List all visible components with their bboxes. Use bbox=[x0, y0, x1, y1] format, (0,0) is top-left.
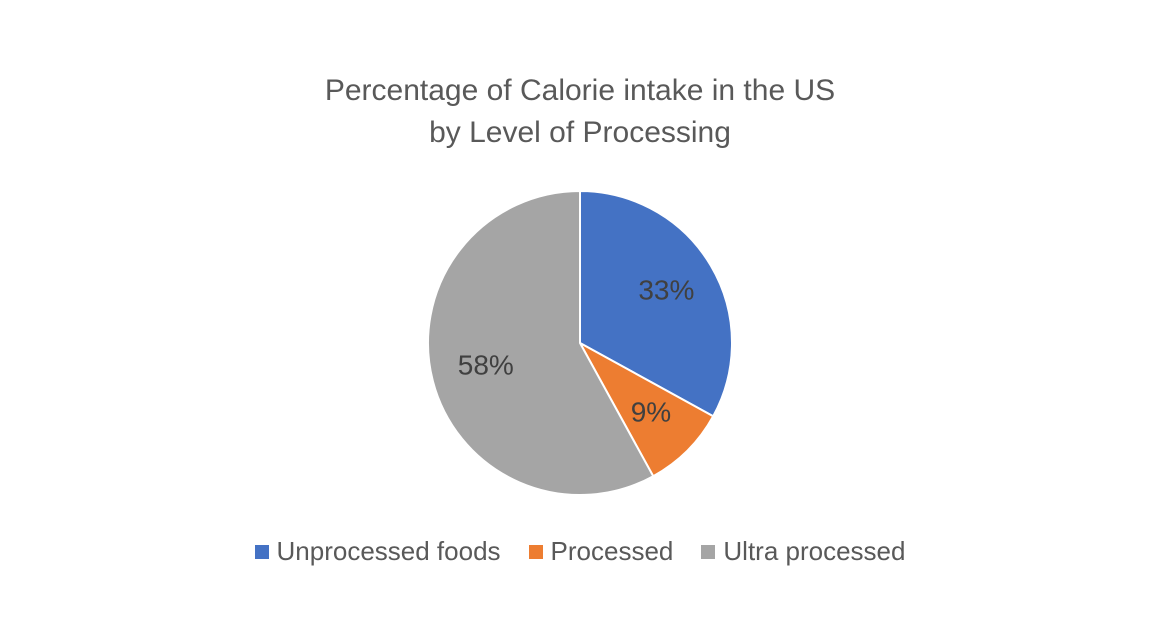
pie-slice-processed bbox=[577, 340, 715, 478]
legend-swatch-unprocessed bbox=[254, 544, 269, 559]
data-label-processed: 9% bbox=[631, 396, 671, 427]
legend-item-ultra-processed: Ultra processed bbox=[701, 536, 905, 567]
chart-legend: Unprocessed foods Processed Ultra proces… bbox=[0, 536, 1160, 567]
data-label-unprocessed: 33% bbox=[638, 274, 694, 305]
legend-label-ultra-processed: Ultra processed bbox=[723, 536, 906, 566]
legend-item-unprocessed: Unprocessed foods bbox=[254, 536, 501, 567]
chart-title-line-1: Percentage of Calorie intake in the US bbox=[324, 74, 836, 107]
legend-swatch-ultra-processed bbox=[701, 544, 716, 559]
legend-swatch-processed bbox=[528, 544, 543, 559]
chart-title-line-2: by Level of Processing bbox=[429, 116, 731, 149]
legend-label-processed: Processed bbox=[550, 536, 674, 566]
pie-slice-unprocessed bbox=[579, 189, 733, 418]
pie-slice-ultra-processed bbox=[427, 189, 655, 496]
data-label-ultra-processed: 58% bbox=[458, 350, 514, 381]
legend-label-unprocessed: Unprocessed foods bbox=[276, 536, 501, 566]
chart-title: Percentage of Calorie intake in the US b… bbox=[0, 70, 1160, 154]
legend-item-processed: Processed bbox=[528, 536, 674, 567]
